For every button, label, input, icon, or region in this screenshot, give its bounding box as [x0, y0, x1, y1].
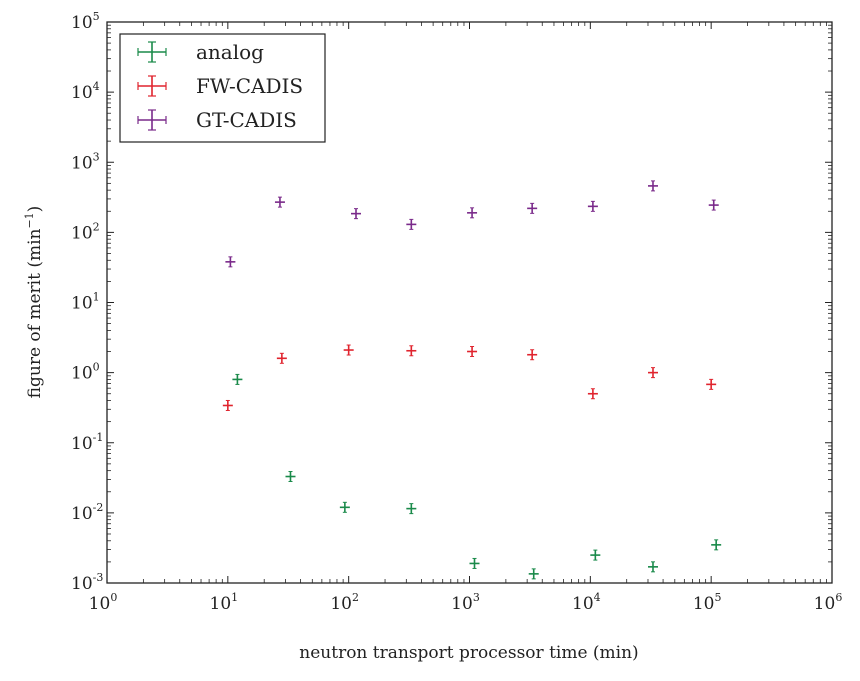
x-tick-label-exp: 4 — [594, 591, 601, 604]
y-tick-label-base: 10 — [71, 434, 93, 454]
x-tick-label-base: 10 — [89, 594, 111, 614]
y-tick-label-exp: 4 — [93, 80, 100, 93]
x-axis-label: neutron transport processor time (min) — [299, 643, 638, 663]
legend-label: analog — [196, 40, 264, 64]
y-tick-label: 10-2 — [71, 501, 103, 524]
data-point — [406, 503, 417, 515]
y-tick-label-exp: -3 — [93, 571, 104, 584]
data-point — [647, 561, 658, 573]
legend-label: FW-CADIS — [196, 74, 303, 98]
y-tick-label: 103 — [71, 150, 100, 173]
y-tick-label-exp: 1 — [93, 291, 100, 304]
y-tick-label-base: 10 — [71, 364, 93, 384]
y-tick-label-base: 10 — [71, 153, 93, 173]
y-tick-label-base: 10 — [71, 83, 93, 103]
data-point — [708, 199, 719, 211]
x-tick-label-exp: 2 — [352, 591, 359, 604]
y-axis-label-main: figure of merit (min — [25, 228, 45, 398]
x-tick-label-base: 10 — [572, 594, 594, 614]
data-point — [285, 471, 296, 483]
series-gt-cadis — [225, 180, 719, 268]
x-tick-label-exp: 1 — [231, 591, 238, 604]
legend-label: GT-CADIS — [196, 108, 297, 132]
y-tick-label-exp: 0 — [93, 361, 100, 374]
y-tick-label: 102 — [71, 220, 100, 243]
legend-marker — [137, 41, 167, 63]
data-point — [276, 352, 287, 364]
y-tick-label-exp: -1 — [93, 431, 104, 444]
x-tick-label-base: 10 — [451, 594, 473, 614]
x-tick-label-base: 10 — [693, 594, 715, 614]
x-tick-label: 102 — [330, 591, 359, 614]
series-analog — [232, 373, 722, 580]
data-point — [222, 399, 233, 411]
y-tick-label-base: 10 — [71, 223, 93, 243]
data-point — [528, 568, 539, 580]
y-tick-label: 10-1 — [71, 431, 103, 454]
data-point — [527, 349, 538, 361]
y-tick-label: 101 — [71, 291, 100, 314]
y-tick-label-exp: -2 — [93, 501, 104, 514]
y-tick-label: 104 — [71, 80, 100, 103]
x-tick-label: 104 — [572, 591, 601, 614]
data-point — [587, 388, 598, 400]
legend-marker — [137, 109, 167, 131]
data-point — [467, 346, 478, 358]
legend-marker — [137, 75, 167, 97]
data-point — [647, 180, 658, 192]
y-tick-label-base: 10 — [71, 504, 93, 524]
y-tick-label: 105 — [71, 10, 100, 33]
x-tick-label: 101 — [210, 591, 239, 614]
x-tick-label: 103 — [451, 591, 480, 614]
x-tick-label-base: 10 — [814, 594, 836, 614]
y-tick-label-exp: 5 — [93, 10, 100, 23]
x-tick-label-exp: 5 — [714, 591, 721, 604]
data-point — [351, 208, 362, 220]
data-point — [527, 202, 538, 214]
data-point — [406, 345, 417, 357]
x-tick-label-base: 10 — [330, 594, 352, 614]
y-tick-label-base: 10 — [71, 13, 93, 33]
x-tick-label: 100 — [89, 591, 118, 614]
data-point — [467, 207, 478, 219]
data-point — [406, 218, 417, 230]
y-tick-label-base: 10 — [71, 574, 93, 594]
y-tick-label-base: 10 — [71, 294, 93, 314]
plot-frame — [106, 21, 833, 584]
data-point — [343, 344, 354, 356]
x-tick-label-exp: 3 — [473, 591, 480, 604]
data-point — [232, 373, 243, 385]
legend: analog FW-CADIS GT-CADIS — [119, 33, 326, 143]
data-point — [590, 549, 601, 561]
ticks-layer: 100 101 102 103 104 105 10610-310-210-11001011… — [71, 10, 842, 614]
y-tick-label: 10-3 — [71, 571, 103, 594]
y-tick-label-exp: 2 — [93, 220, 100, 233]
y-tick-label-exp: 3 — [93, 150, 100, 163]
x-tick-label-exp: 0 — [110, 591, 117, 604]
data-point — [711, 539, 722, 551]
y-axis-label: figure of merit (min−1) — [23, 206, 45, 399]
y-axis-label-close: ) — [25, 206, 45, 213]
data-point — [647, 367, 658, 379]
x-tick-label: 106 — [814, 591, 843, 614]
x-tick-label-exp: 6 — [835, 591, 842, 604]
data-point — [274, 196, 285, 208]
data-point — [587, 200, 598, 212]
data-point — [339, 501, 350, 513]
y-tick-label: 100 — [71, 361, 100, 384]
data-point — [706, 378, 717, 390]
y-axis-label-exp: −1 — [23, 212, 36, 228]
x-tick-label-base: 10 — [210, 594, 232, 614]
data-point — [469, 557, 480, 569]
data-point — [225, 256, 236, 268]
points-layer — [222, 180, 722, 580]
x-tick-label: 105 — [693, 591, 722, 614]
series-fw-cadis — [222, 344, 717, 411]
